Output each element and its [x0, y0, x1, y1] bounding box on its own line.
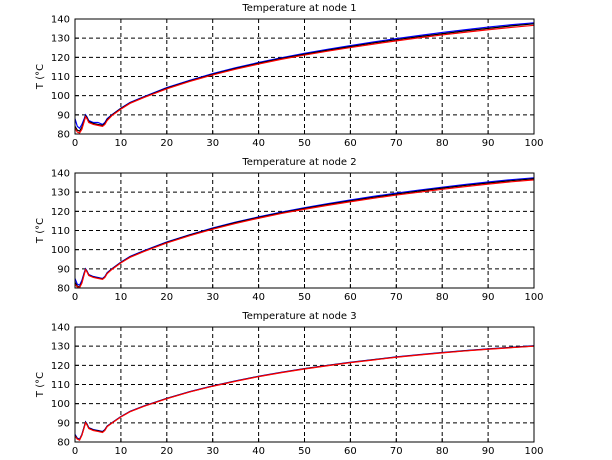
chart-panel-3: 0 10 20 30 40 50 60 70 80 90 100 80 90 100 110 120 130 14…	[35, 311, 544, 457]
x-tick-label: 0	[72, 292, 78, 303]
x-tick-label: 10	[115, 138, 128, 149]
y-axis-label: T (°C	[35, 218, 46, 244]
x-tick-label: 40	[252, 138, 265, 149]
y-tick-label: 130	[51, 342, 70, 353]
x-tick-label: 60	[344, 446, 357, 457]
y-tick-label: 140	[51, 15, 70, 26]
x-tick-label: 20	[160, 446, 173, 457]
y-tick-label: 80	[57, 284, 70, 295]
x-tick-label: 90	[482, 292, 495, 303]
y-tick-label: 90	[57, 110, 70, 121]
y-tick-label: 100	[51, 399, 70, 410]
y-tick-label: 120	[51, 361, 70, 372]
x-tick-label: 70	[390, 138, 403, 149]
y-axis-label: T (°C	[35, 64, 46, 90]
y-tick-label: 110	[51, 72, 70, 83]
x-tick-label: 70	[390, 292, 403, 303]
x-tick-label: 20	[160, 138, 173, 149]
chart-panel-2: 0 10 20 30 40 50 60 70 80 90 100 80 90 100 110 120 130 14…	[35, 157, 544, 303]
x-tick-label: 30	[206, 446, 219, 457]
chart-title: Temperature at node 1	[241, 3, 356, 14]
y-tick-label: 80	[57, 438, 70, 449]
y-tick-label: 90	[57, 418, 70, 429]
y-tick-label: 110	[51, 226, 70, 237]
x-tick-label: 50	[298, 292, 311, 303]
x-tick-label: 90	[482, 446, 495, 457]
chart-title: Temperature at node 2	[241, 157, 356, 168]
x-tick-label: 70	[390, 446, 403, 457]
y-tick-label: 80	[57, 130, 70, 141]
x-tick-label: 50	[298, 446, 311, 457]
series-line-red	[74, 179, 535, 289]
y-tick-label: 140	[51, 169, 70, 180]
y-tick-label: 120	[51, 207, 70, 218]
x-tick-label: 60	[344, 138, 357, 149]
x-tick-label: 40	[252, 292, 265, 303]
x-tick-label: 80	[436, 292, 449, 303]
series-line-red	[74, 24, 535, 134]
x-tick-label: 10	[115, 292, 128, 303]
x-tick-label: 20	[160, 292, 173, 303]
y-axis-label: T (°C	[35, 372, 46, 398]
y-tick-label: 100	[51, 91, 70, 102]
x-tick-label: 50	[298, 138, 311, 149]
y-tick-label: 130	[51, 188, 70, 199]
y-tick-label: 140	[51, 323, 70, 334]
chart-panel-1: 0 10 20 30 40 50 60 70 80 90 100 80 90 100 110 120 130 14…	[35, 3, 544, 149]
x-tick-label: 90	[482, 138, 495, 149]
y-tick-label: 130	[51, 34, 70, 45]
x-tick-label: 0	[72, 446, 78, 457]
x-tick-label: 30	[206, 138, 219, 149]
y-tick-label: 100	[51, 245, 70, 256]
y-tick-label: 120	[51, 53, 70, 64]
y-tick-label: 110	[51, 380, 70, 391]
x-tick-label: 100	[524, 446, 543, 457]
x-tick-label: 80	[436, 138, 449, 149]
y-tick-label: 90	[57, 264, 70, 275]
series-line-red	[74, 345, 535, 441]
chart-title: Temperature at node 3	[241, 311, 356, 322]
x-tick-label: 0	[72, 138, 78, 149]
x-tick-label: 60	[344, 292, 357, 303]
x-tick-label: 10	[115, 446, 128, 457]
x-tick-label: 80	[436, 446, 449, 457]
x-tick-label: 40	[252, 446, 265, 457]
x-tick-label: 30	[206, 292, 219, 303]
x-tick-label: 100	[524, 292, 543, 303]
x-tick-label: 100	[524, 138, 543, 149]
